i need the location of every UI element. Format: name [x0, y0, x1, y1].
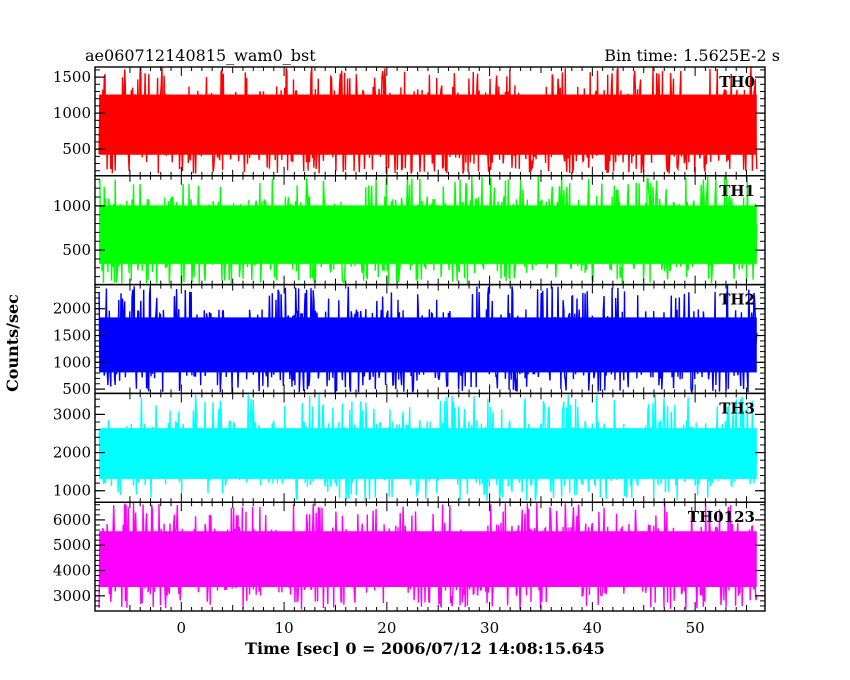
- y-tick-label: 1500: [53, 68, 91, 86]
- y-tick-label: 1000: [53, 197, 91, 215]
- y-tick-label: 4000: [53, 562, 91, 580]
- panel-label: TH0123: [688, 508, 755, 526]
- panel-label: TH3: [719, 399, 755, 417]
- panel-th0: 500 1000 1500 TH0: [53, 66, 766, 177]
- panel-label: TH1: [719, 182, 755, 200]
- series-core-th1: [99, 205, 757, 264]
- x-tick-label: 0: [177, 619, 187, 637]
- series-core-th2: [99, 317, 757, 373]
- x-tick-label: 30: [480, 619, 499, 637]
- y-tick-label: 1000: [53, 104, 91, 122]
- x-tick-label: 10: [275, 619, 294, 637]
- y-tick-label: 2000: [53, 444, 91, 462]
- y-tick-label: 3000: [53, 405, 91, 423]
- series-core-th0123: [99, 531, 757, 588]
- panel-label: TH0: [719, 73, 755, 91]
- y-tick-label: 500: [62, 380, 91, 398]
- y-tick-label: 3000: [53, 587, 91, 605]
- y-tick-label: 500: [62, 241, 91, 259]
- y-tick-label: 1000: [53, 482, 91, 500]
- y-axis-label: Counts/sec: [3, 294, 22, 392]
- panel-th3: 1000 2000 3000 TH3: [53, 392, 766, 503]
- y-tick-label: 500: [62, 140, 91, 158]
- panel-label: TH2: [719, 291, 755, 309]
- y-tick-label: 5000: [53, 536, 91, 554]
- x-axis: 0 10 20 30 40 50: [177, 619, 705, 637]
- panels-group: 500 1000 1500 TH0 500 1000 TH1 500 1000 1500 2000 T…: [53, 66, 766, 612]
- y-tick-label: 6000: [53, 511, 91, 529]
- x-axis-label: Time [sec] 0 = 2006/07/12 14:08:15.645: [245, 639, 605, 658]
- y-tick-label: 1500: [53, 327, 91, 345]
- panel-th1: 500 1000 TH1: [53, 175, 766, 286]
- panel-th2: 500 1000 1500 2000 TH2: [53, 283, 766, 398]
- chart-title-left: ae060712140815_wam0_bst: [85, 46, 316, 65]
- series-core-th0: [99, 94, 757, 155]
- y-tick-label: 2000: [53, 300, 91, 318]
- x-tick-label: 40: [583, 619, 602, 637]
- x-tick-label: 20: [377, 619, 396, 637]
- chart-title-right: Bin time: 1.5625E-2 s: [604, 46, 780, 65]
- series-core-th3: [99, 428, 757, 479]
- panel-th0123: 3000 4000 5000 6000 TH0123: [53, 501, 766, 612]
- x-tick-label: 50: [686, 619, 705, 637]
- y-tick-label: 1000: [53, 353, 91, 371]
- panel-frame: [94, 501, 766, 612]
